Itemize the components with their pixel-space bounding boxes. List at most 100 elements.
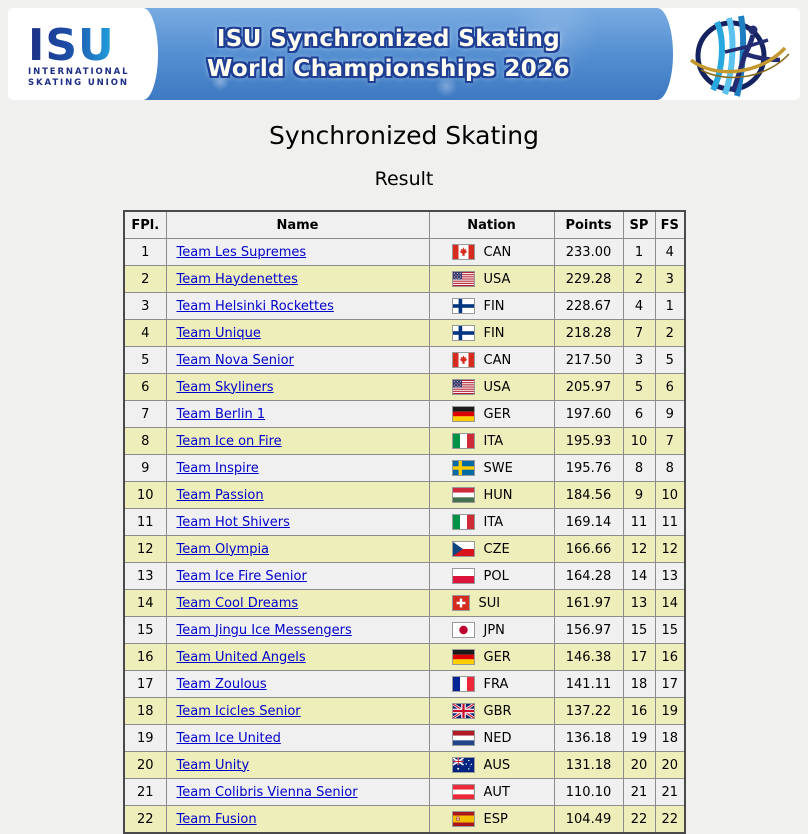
fs-cell: 18 — [654, 724, 686, 752]
flag-icon-hun — [451, 487, 475, 503]
table-header-row: FPl. Name Nation Points SP FS — [123, 210, 686, 239]
nation-code: FIN — [483, 325, 505, 341]
team-link[interactable]: Team Passion — [176, 487, 264, 503]
team-link[interactable]: Team Haydenettes — [176, 271, 298, 287]
fs-cell: 5 — [654, 346, 686, 374]
team-link[interactable]: Team Inspire — [176, 460, 259, 476]
nation-code: CAN — [483, 244, 512, 260]
table-row: 9 Team Inspire SWE 195.76 8 8 — [123, 454, 686, 482]
team-link[interactable]: Team Colibris Vienna Senior — [176, 784, 358, 800]
isu-logo-subtext-1: INTERNATIONAL — [28, 67, 130, 77]
points-cell: 229.28 — [553, 265, 624, 293]
team-link[interactable]: Team Olympia — [176, 541, 270, 557]
table-row: 18 Team Icicles Senior GBR 137.22 16 19 — [123, 697, 686, 725]
table-row: 21 Team Colibris Vienna Senior AUT 110.10 21… — [123, 778, 686, 806]
nation-cell: HUN — [428, 481, 555, 509]
fpl-cell: 16 — [123, 643, 167, 671]
flag-icon-fin — [451, 298, 475, 314]
fs-cell: 7 — [654, 427, 686, 455]
event-logo-icon — [687, 9, 793, 100]
points-cell: 197.60 — [553, 400, 624, 428]
team-link[interactable]: Team Helsinki Rockettes — [176, 298, 334, 314]
name-cell: Team Ice on Fire — [165, 427, 430, 455]
points-cell: 110.10 — [553, 778, 624, 806]
column-header-sp: SP — [622, 210, 656, 239]
fpl-cell: 19 — [123, 724, 167, 752]
nation-code: AUS — [483, 757, 511, 773]
points-cell: 195.93 — [553, 427, 624, 455]
team-link[interactable]: Team Fusion — [176, 811, 257, 827]
isu-logo-text: ISU — [28, 24, 132, 68]
fpl-cell: 6 — [123, 373, 167, 401]
fs-cell: 9 — [654, 400, 686, 428]
table-row: 12 Team Olympia CZE 166.66 12 12 — [123, 535, 686, 563]
sp-cell: 17 — [622, 643, 656, 671]
column-header-nation: Nation — [428, 210, 555, 239]
table-row: 4 Team Unique FIN 218.28 7 2 — [123, 319, 686, 347]
team-link[interactable]: Team Cool Dreams — [176, 595, 299, 611]
team-link[interactable]: Team Ice Fire Senior — [176, 568, 307, 584]
team-link[interactable]: Team Hot Shivers — [176, 514, 290, 530]
name-cell: Team Cool Dreams — [165, 589, 430, 617]
nation-code: FRA — [483, 676, 509, 692]
results-table: FPl. Name Nation Points SP FS 1 Team Les Supre… — [123, 210, 686, 834]
sp-cell: 8 — [622, 454, 656, 482]
fs-cell: 14 — [654, 589, 686, 617]
nation-code: POL — [483, 568, 509, 584]
table-row: 13 Team Ice Fire Senior POL 164.28 14 13 — [123, 562, 686, 590]
table-row: 2 Team Haydenettes USA 229.28 2 3 — [123, 265, 686, 293]
name-cell: Team Unity — [165, 751, 430, 779]
table-row: 10 Team Passion HUN 184.56 9 10 — [123, 481, 686, 509]
fs-cell: 3 — [654, 265, 686, 293]
sp-cell: 10 — [622, 427, 656, 455]
nation-cell: SUI — [428, 589, 555, 617]
fpl-cell: 9 — [123, 454, 167, 482]
team-link[interactable]: Team Skyliners — [176, 379, 274, 395]
team-link[interactable]: Team Ice United — [176, 730, 281, 746]
table-row: 19 Team Ice United NED 136.18 19 18 — [123, 724, 686, 752]
team-link[interactable]: Team Ice on Fire — [176, 433, 282, 449]
team-link[interactable]: Team Unique — [176, 325, 261, 341]
nation-code: GER — [483, 406, 511, 422]
team-link[interactable]: Team Nova Senior — [176, 352, 294, 368]
fs-cell: 17 — [654, 670, 686, 698]
points-cell: 184.56 — [553, 481, 624, 509]
team-link[interactable]: Team Jingu Ice Messengers — [176, 622, 352, 638]
fpl-cell: 1 — [123, 238, 167, 266]
column-header-fpl: FPl. — [123, 210, 167, 239]
table-row: 5 Team Nova Senior CAN 217.50 3 5 — [123, 346, 686, 374]
sp-cell: 1 — [622, 238, 656, 266]
name-cell: Team Jingu Ice Messengers — [165, 616, 430, 644]
nation-code: CZE — [483, 541, 510, 557]
sp-cell: 12 — [622, 535, 656, 563]
flag-icon-ger — [451, 649, 475, 665]
sp-cell: 16 — [622, 697, 656, 725]
nation-code: GBR — [483, 703, 512, 719]
flag-icon-fra — [451, 676, 475, 692]
team-link[interactable]: Team Berlin 1 — [176, 406, 266, 422]
points-cell: 205.97 — [553, 373, 624, 401]
nation-cell: POL — [428, 562, 555, 590]
nation-cell: GER — [428, 400, 555, 428]
team-link[interactable]: Team Zoulous — [176, 676, 267, 692]
team-link[interactable]: Team Unity — [176, 757, 250, 773]
team-link[interactable]: Team United Angels — [176, 649, 306, 665]
flag-icon-ned — [451, 730, 475, 746]
table-row: 14 Team Cool Dreams SUI 161.97 13 14 — [123, 589, 686, 617]
fpl-cell: 21 — [123, 778, 167, 806]
team-link[interactable]: Team Les Supremes — [176, 244, 307, 260]
fpl-cell: 13 — [123, 562, 167, 590]
nation-code: ITA — [483, 433, 504, 449]
fs-cell: 13 — [654, 562, 686, 590]
fpl-cell: 2 — [123, 265, 167, 293]
nation-code: GER — [483, 649, 511, 665]
fs-cell: 10 — [654, 481, 686, 509]
table-row: 1 Team Les Supremes CAN 233.00 1 4 — [123, 238, 686, 266]
header-banner: ISU Synchronized Skating World Champions… — [8, 8, 800, 100]
team-link[interactable]: Team Icicles Senior — [176, 703, 301, 719]
fpl-cell: 14 — [123, 589, 167, 617]
nation-code: NED — [483, 730, 512, 746]
sp-cell: 11 — [622, 508, 656, 536]
nation-cell: JPN — [428, 616, 555, 644]
points-cell: 195.76 — [553, 454, 624, 482]
